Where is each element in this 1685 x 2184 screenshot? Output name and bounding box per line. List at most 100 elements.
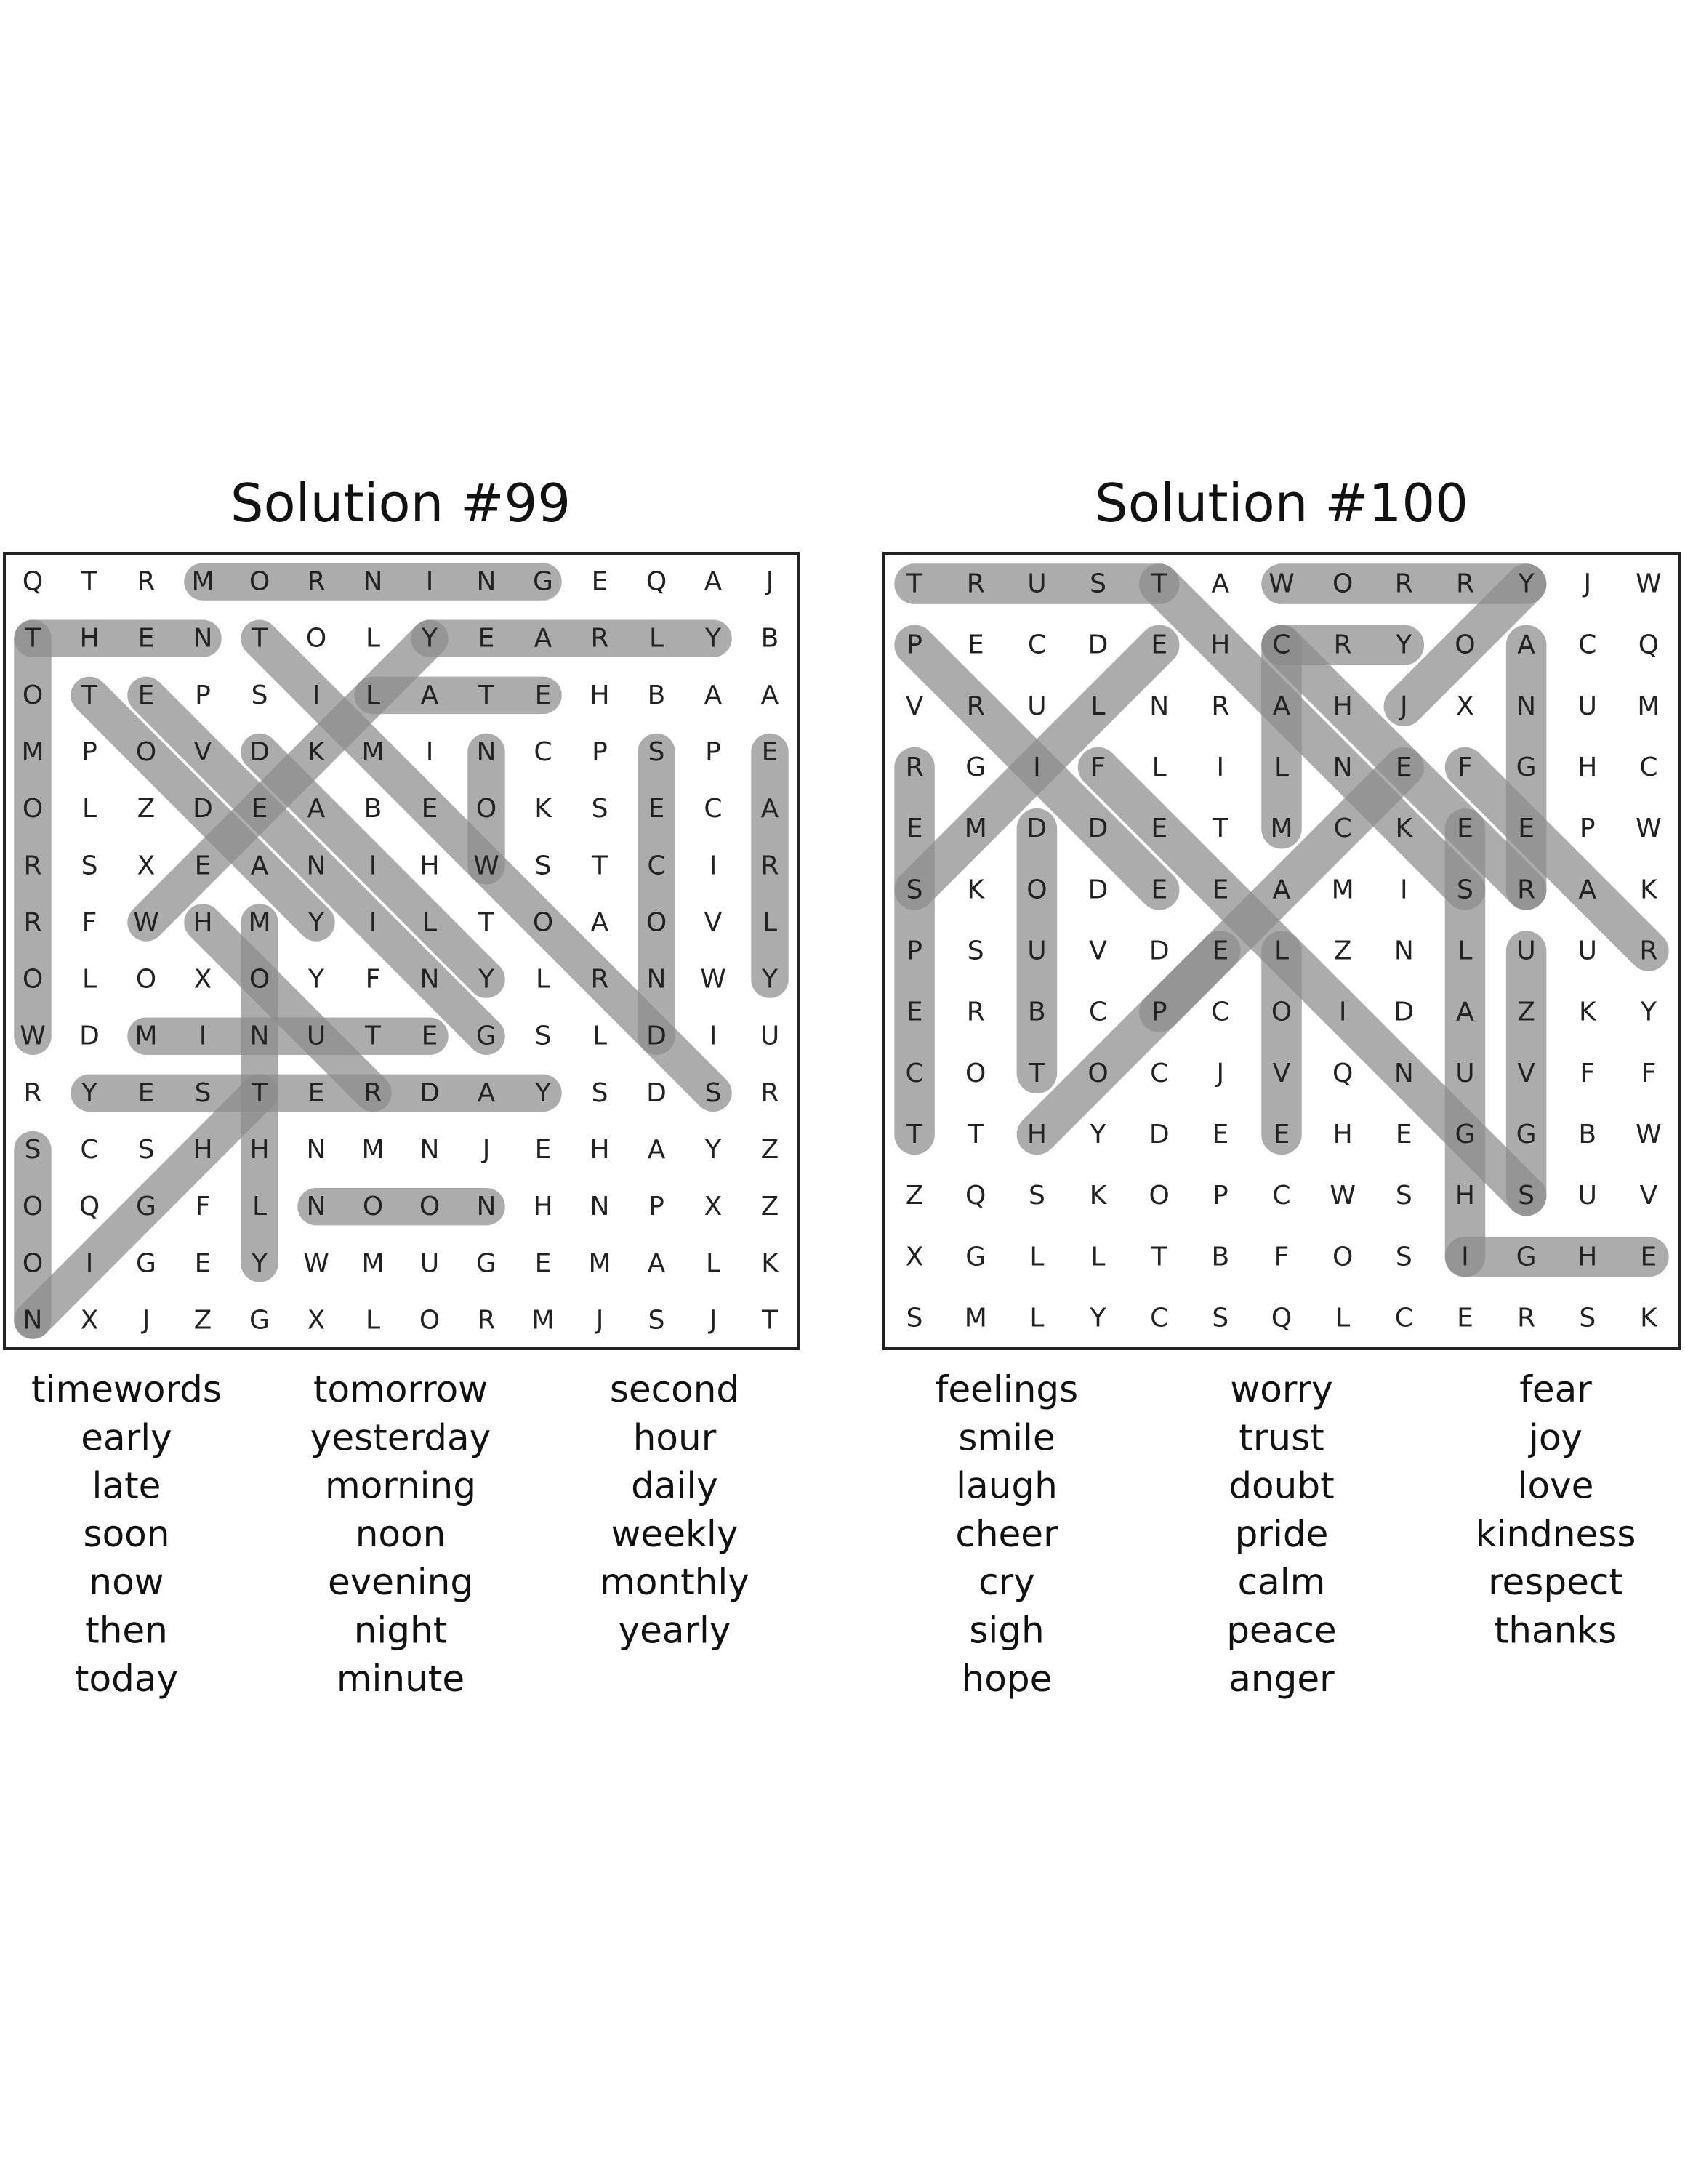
grid-letter: R (906, 752, 924, 782)
grid-letter: R (23, 1078, 41, 1108)
grid-letter: E (1151, 875, 1167, 904)
puzzle-title: Solution #100 (1095, 473, 1468, 534)
word-list-item: noon (355, 1513, 446, 1555)
grid-letter: K (1396, 814, 1414, 843)
grid-letter: H (193, 1135, 212, 1165)
grid-letter: D (419, 1078, 440, 1108)
grid-letter: X (81, 1305, 99, 1335)
grid-letter: D (646, 1078, 667, 1108)
grid-letter: K (534, 794, 552, 824)
grid-letter: G (965, 752, 986, 782)
grid-letter: W (1636, 814, 1662, 843)
word-list-item: early (81, 1416, 172, 1458)
grid-letter: E (422, 1021, 438, 1051)
grid-letter: E (648, 794, 665, 824)
grid-letter: E (1212, 936, 1228, 966)
grid-letter: S (1029, 1181, 1045, 1211)
grid-letter: E (138, 1078, 155, 1108)
grid-letter: E (1457, 1303, 1473, 1333)
grid-letter: J (481, 1135, 491, 1165)
grid-letter: L (1152, 752, 1167, 782)
grid-letter: S (1579, 1303, 1596, 1333)
grid-letter: M (361, 737, 384, 767)
grid-letter: W (1636, 1120, 1662, 1149)
grid-letter: R (1211, 691, 1229, 721)
grid-letter: Z (1517, 997, 1535, 1027)
grid-letter: X (307, 1305, 326, 1335)
grid-letter: A (761, 681, 779, 710)
grid-letter: Y (1090, 1303, 1107, 1333)
grid-letter: W (303, 1248, 329, 1278)
grid-letter: F (1090, 752, 1106, 782)
grid-letter: O (1149, 1181, 1170, 1211)
grid-letter: T (24, 624, 41, 654)
grid-letter: F (1580, 1059, 1595, 1088)
grid-letter: Z (137, 794, 156, 824)
grid-letter: U (1516, 936, 1535, 966)
grid-letter: I (1400, 875, 1408, 904)
word-list-item: worry (1230, 1368, 1332, 1410)
grid-letter: C (1272, 1181, 1290, 1211)
grid-letter: I (1217, 752, 1225, 782)
grid-letter: N (307, 1192, 326, 1221)
grid-letter: L (366, 681, 380, 710)
grid-letter: V (1640, 1181, 1658, 1211)
grid-letter: S (252, 681, 268, 710)
grid-letter: P (81, 737, 97, 767)
grid-letter: P (1151, 997, 1167, 1027)
grid-letter: C (1150, 1059, 1168, 1088)
grid-letter: R (477, 1305, 495, 1335)
word-list-item: feelings (936, 1368, 1078, 1410)
grid-letter: J (708, 1305, 717, 1335)
grid-letter: E (422, 794, 438, 824)
grid-letter: L (1091, 1242, 1106, 1272)
grid-letter: C (1211, 997, 1229, 1027)
word-list-item: late (92, 1465, 161, 1507)
word-highlight (1444, 747, 1669, 971)
grid-letter: D (646, 1021, 667, 1051)
grid-letter: D (79, 1021, 100, 1051)
grid-letter: T (81, 681, 98, 710)
grid-border (882, 552, 1681, 1350)
grid-letter: C (1395, 1303, 1413, 1333)
grid-letter: H (590, 681, 609, 710)
grid-letter: W (133, 907, 159, 937)
grid-letter: V (1273, 1059, 1291, 1088)
grid-letter: T (761, 1305, 779, 1335)
grid-letter: K (967, 875, 985, 904)
word-highlight (71, 676, 335, 942)
grid-letter: B (761, 624, 779, 654)
grid-letter: R (23, 907, 41, 937)
grid-letter: E (535, 681, 552, 710)
grid-letter: E (762, 737, 779, 767)
grid-letter: T (81, 567, 98, 597)
grid-letter: T (1028, 1059, 1045, 1088)
grid-letter: L (1091, 691, 1106, 721)
grid-letter: G (249, 1305, 270, 1335)
grid-letter: F (1274, 1242, 1290, 1272)
word-list-item: hour (633, 1416, 717, 1458)
grid-letter: Q (1332, 1059, 1353, 1088)
grid-letter: L (1457, 936, 1472, 966)
grid-letter: L (1029, 1242, 1044, 1272)
word-list-item: anger (1228, 1658, 1335, 1700)
word-list-item: smile (958, 1416, 1055, 1458)
grid-letter: R (1517, 1303, 1535, 1333)
grid-letter: S (1090, 569, 1106, 599)
grid-letter: T (364, 1021, 382, 1051)
grid-letter: C (1272, 630, 1290, 660)
word-list-item: monthly (600, 1561, 749, 1603)
grid-letter: Z (1334, 936, 1352, 966)
grid-letter: D (1149, 1120, 1170, 1149)
grid-letter: U (420, 1248, 439, 1278)
grid-letter: M (1270, 814, 1292, 843)
grid-letter: Y (1395, 630, 1412, 660)
grid-letter: W (1330, 1181, 1356, 1211)
grid-letter: B (648, 681, 666, 710)
grid-letter: N (590, 1192, 610, 1221)
grid-letter: E (1457, 814, 1473, 843)
grid-letter: I (369, 907, 377, 937)
grid-border (3, 552, 800, 1350)
word-highlight (184, 904, 392, 1112)
